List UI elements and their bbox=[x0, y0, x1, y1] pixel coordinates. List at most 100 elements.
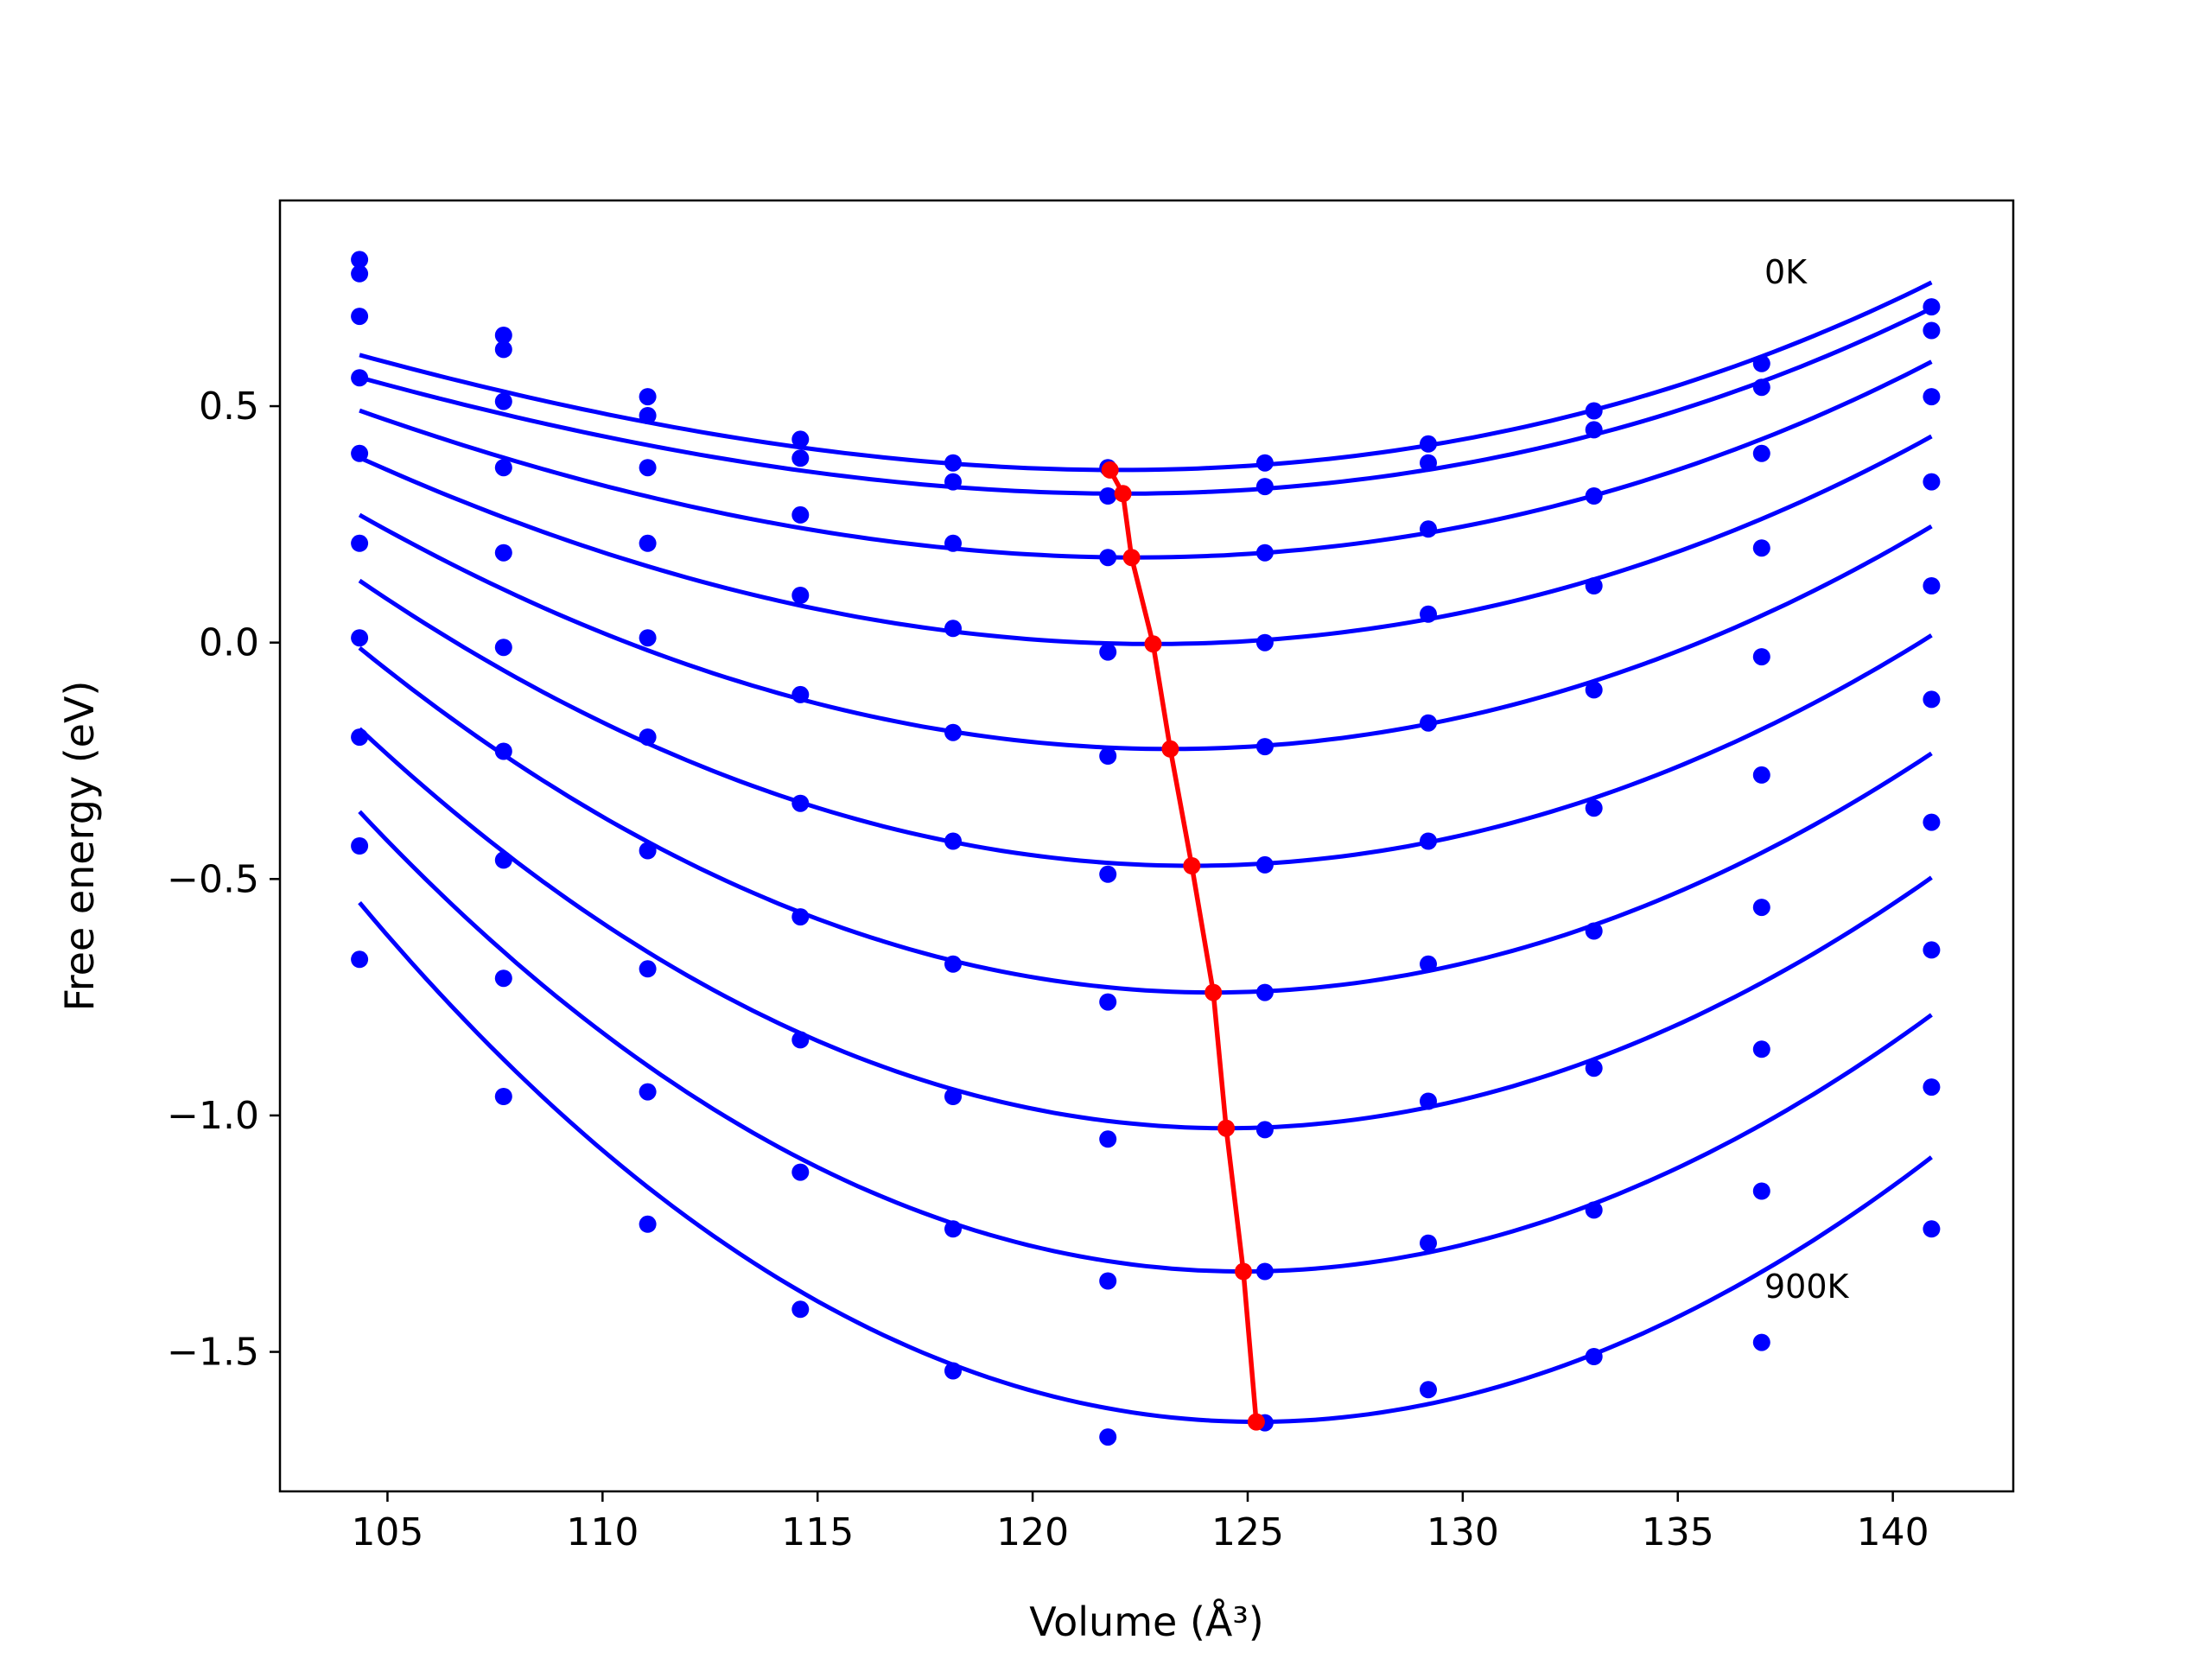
data-point bbox=[1099, 1130, 1117, 1148]
data-point bbox=[1923, 1220, 1941, 1238]
data-point bbox=[1255, 855, 1274, 874]
data-point bbox=[1752, 539, 1770, 557]
y-tick-label: −0.5 bbox=[167, 857, 259, 901]
x-tick-label: 135 bbox=[1642, 1510, 1714, 1554]
data-point bbox=[1752, 648, 1770, 666]
data-point bbox=[351, 251, 369, 269]
data-point bbox=[944, 1362, 962, 1380]
data-point bbox=[494, 340, 512, 359]
data-point bbox=[1923, 473, 1941, 491]
data-point bbox=[1255, 983, 1274, 1001]
y-axis-label: Free energy (eV) bbox=[56, 681, 103, 1012]
data-point bbox=[1752, 766, 1770, 784]
data-point bbox=[791, 1031, 810, 1049]
fit-curve-0 bbox=[359, 280, 1933, 473]
fit-curve-7 bbox=[358, 727, 1933, 1131]
data-point bbox=[494, 639, 512, 657]
data-point bbox=[639, 407, 657, 424]
fit-curve-9 bbox=[358, 900, 1933, 1424]
y-tick-label: −1.0 bbox=[167, 1094, 259, 1138]
data-point bbox=[1923, 690, 1941, 709]
data-point bbox=[1099, 1272, 1117, 1290]
data-point bbox=[1420, 435, 1437, 453]
fit-curves bbox=[358, 280, 1933, 1424]
data-point bbox=[639, 1083, 657, 1101]
x-axis-label: Volume (Å³) bbox=[1029, 1599, 1264, 1645]
minimum-point bbox=[1205, 983, 1223, 1001]
data-point bbox=[1585, 402, 1603, 420]
data-point bbox=[944, 955, 962, 973]
minimum-point bbox=[1217, 1119, 1236, 1137]
minimum-point bbox=[1161, 740, 1179, 758]
data-point bbox=[1420, 520, 1437, 538]
annotation-0k: 0K bbox=[1764, 253, 1808, 291]
data-point bbox=[1585, 421, 1603, 439]
data-point bbox=[1752, 1333, 1770, 1351]
data-point bbox=[351, 308, 369, 326]
data-point bbox=[351, 950, 369, 969]
y-tick-label: 0.5 bbox=[199, 385, 259, 429]
data-point bbox=[1585, 799, 1603, 817]
data-point bbox=[639, 1215, 657, 1233]
data-point bbox=[351, 369, 369, 387]
data-point bbox=[1585, 577, 1603, 594]
data-point bbox=[944, 832, 962, 850]
fit-curve-5 bbox=[358, 578, 1933, 868]
data-point bbox=[1923, 298, 1941, 316]
data-point bbox=[1585, 922, 1603, 940]
minimum-point bbox=[1101, 461, 1119, 479]
x-tick-label: 105 bbox=[351, 1510, 423, 1554]
data-point bbox=[639, 459, 657, 477]
data-point bbox=[944, 1220, 962, 1238]
data-point bbox=[1420, 832, 1437, 850]
data-point bbox=[639, 629, 657, 647]
data-point bbox=[1099, 487, 1117, 505]
data-point bbox=[1255, 738, 1274, 756]
data-point bbox=[791, 587, 810, 604]
minimum-point bbox=[1247, 1413, 1265, 1431]
data-point bbox=[494, 969, 512, 988]
data-point bbox=[1923, 1078, 1941, 1096]
data-point bbox=[1099, 865, 1117, 883]
data-point bbox=[1420, 1234, 1437, 1252]
data-point bbox=[1585, 681, 1603, 699]
data-point bbox=[791, 449, 810, 467]
x-axis-ticks: 105 110 115 120 125 130 135 140 bbox=[351, 1491, 1929, 1554]
x-tick-label: 115 bbox=[781, 1510, 854, 1554]
data-point bbox=[351, 837, 369, 855]
data-point bbox=[639, 534, 657, 552]
data-point bbox=[351, 444, 369, 462]
minima-path bbox=[1108, 468, 1259, 1422]
data-point bbox=[791, 1300, 810, 1319]
data-point bbox=[1585, 487, 1603, 505]
fit-curve-2 bbox=[359, 359, 1933, 560]
data-point bbox=[944, 723, 962, 741]
data-point bbox=[791, 685, 810, 703]
x-tick-label: 110 bbox=[566, 1510, 639, 1554]
y-tick-label: 0.0 bbox=[199, 621, 259, 665]
data-point bbox=[1099, 1428, 1117, 1446]
minimum-point bbox=[1122, 549, 1141, 567]
data-point bbox=[1099, 549, 1117, 567]
data-point bbox=[639, 960, 657, 978]
data-point bbox=[639, 728, 657, 747]
y-tick-label: −1.5 bbox=[167, 1331, 259, 1375]
data-point bbox=[351, 534, 369, 552]
data-point bbox=[1923, 941, 1941, 959]
data-point bbox=[1255, 1262, 1274, 1281]
data-point bbox=[1255, 454, 1274, 472]
fit-curve-4 bbox=[358, 512, 1933, 752]
y-axis-ticks: −1.5 −1.0 −0.5 0.0 0.5 bbox=[167, 385, 280, 1375]
fit-curve-8 bbox=[358, 810, 1933, 1274]
data-point bbox=[1923, 321, 1941, 340]
data-point bbox=[1255, 1121, 1274, 1139]
data-point bbox=[791, 794, 810, 812]
data-point bbox=[1255, 633, 1274, 652]
data-point bbox=[944, 454, 962, 472]
data-point bbox=[1923, 388, 1941, 406]
data-points bbox=[351, 251, 1941, 1446]
minima-line bbox=[1101, 461, 1265, 1431]
data-point bbox=[639, 842, 657, 860]
